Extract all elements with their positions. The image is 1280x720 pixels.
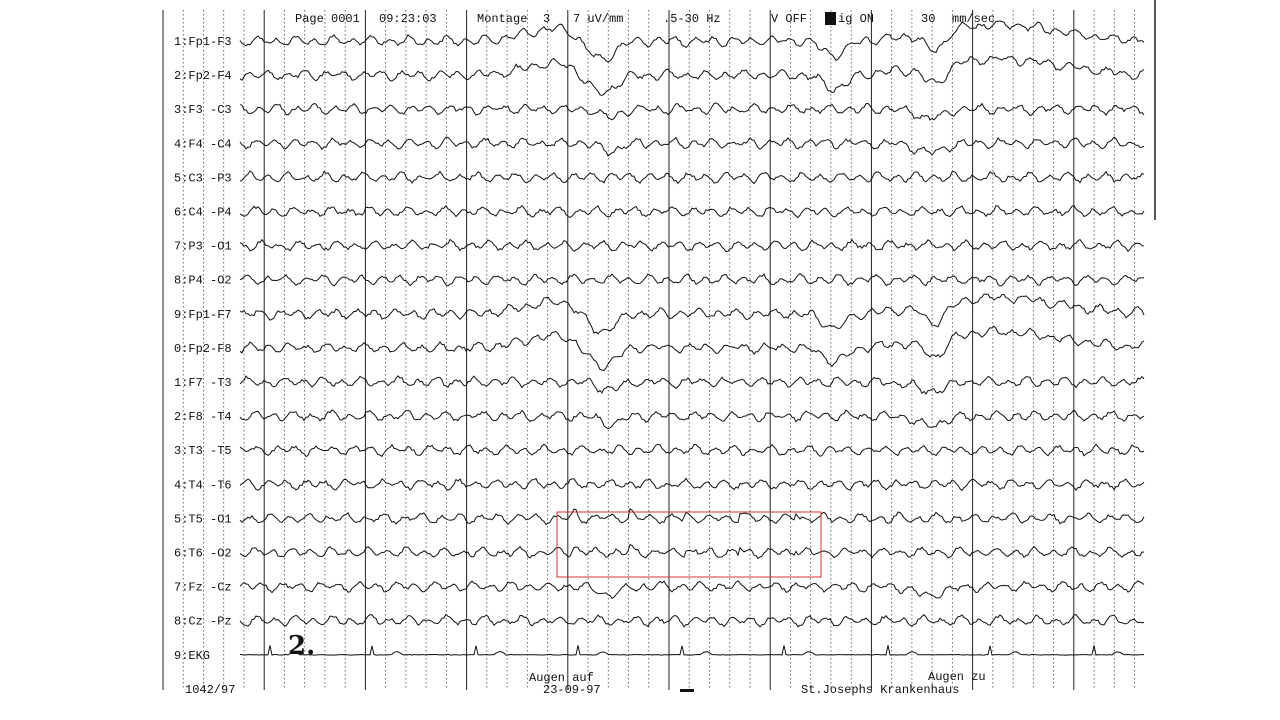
eeg-trace bbox=[239, 613, 1145, 628]
eeg-trace bbox=[239, 580, 1145, 599]
channel-label: 1:Fp1-F3 bbox=[174, 35, 232, 49]
speed-unit: mm/sec bbox=[952, 12, 995, 26]
marker-square bbox=[825, 12, 836, 25]
channel-label: 9:Fp1-F7 bbox=[174, 308, 232, 322]
eeg-trace bbox=[239, 325, 1145, 371]
montage-label: Montage bbox=[477, 12, 527, 26]
eeg-trace bbox=[239, 543, 1145, 560]
eeg-trace bbox=[239, 204, 1145, 219]
record-number: 1042/97 bbox=[185, 683, 235, 697]
eeg-trace bbox=[239, 55, 1145, 96]
event-closed: Augen zu bbox=[928, 670, 986, 684]
page-number: Page 0001 bbox=[295, 12, 360, 26]
eeg-trace bbox=[239, 20, 1145, 63]
channel-label: 3:T3 -T5 bbox=[174, 444, 232, 458]
channel-label: 3:F3 -C3 bbox=[174, 103, 232, 117]
hospital: St.Josephs Krankenhaus bbox=[801, 683, 959, 697]
time: 09:23:03 bbox=[379, 12, 437, 26]
eeg-trace bbox=[239, 238, 1145, 253]
channel-label: 8:P4 -O2 bbox=[174, 274, 232, 288]
filter: .5-30 Hz bbox=[663, 12, 721, 26]
channel-label: 2:Fp2-F4 bbox=[174, 69, 232, 83]
sensitivity: 7 uV/mm bbox=[573, 12, 623, 26]
date: 23-09-97 bbox=[543, 683, 601, 697]
channel-label: 2:F8 -T4 bbox=[174, 410, 232, 424]
channel-label: 4:T4 -T6 bbox=[174, 478, 232, 492]
channel-label: 6:C4 -P4 bbox=[174, 206, 232, 220]
channel-label: 8:Cz -Pz bbox=[174, 615, 232, 629]
channel-label: 5:C3 -P3 bbox=[174, 171, 232, 185]
speed: 30 bbox=[921, 12, 935, 26]
annotation: 2. bbox=[288, 631, 315, 661]
eeg-trace bbox=[239, 293, 1145, 335]
channel-label: 0:Fp2-F8 bbox=[174, 342, 232, 356]
highlight-box bbox=[556, 511, 822, 578]
montage: 3 bbox=[543, 12, 550, 26]
channel-label: 1:F7 -T3 bbox=[174, 376, 232, 390]
eeg-trace bbox=[239, 508, 1145, 526]
channel-label: 7:Fz -Cz bbox=[174, 581, 232, 595]
header: Page 0001 09:23:03 Montage 3 7 uV/mm .5-… bbox=[295, 12, 995, 26]
channel-label: 4:F4 -C4 bbox=[174, 137, 232, 151]
eeg-trace bbox=[239, 409, 1145, 430]
sig-setting: ig ON bbox=[838, 12, 874, 26]
channel-label: 7:P3 -O1 bbox=[174, 240, 232, 254]
traces bbox=[239, 20, 1145, 656]
channel-label: 5:T5 -O1 bbox=[174, 512, 232, 526]
eeg-trace bbox=[239, 375, 1145, 395]
eeg-trace bbox=[239, 272, 1145, 287]
eeg-trace bbox=[239, 136, 1145, 157]
eeg-trace bbox=[239, 102, 1145, 121]
channel-label: 6:T6 -O2 bbox=[174, 547, 232, 561]
channel-label: 9:EKG bbox=[174, 649, 210, 663]
eeg-trace bbox=[239, 170, 1145, 185]
eeg-trace bbox=[239, 645, 1144, 656]
event-open: Augen auf bbox=[529, 671, 594, 685]
eeg-trace bbox=[239, 443, 1145, 458]
channel-labels: 1:Fp1-F3 2:Fp2-F4 3:F3 -C3 4:F4 -C4 5:C3 -P3… bbox=[174, 35, 232, 663]
v-setting: V OFF bbox=[771, 12, 807, 26]
footer: 1042/97 Augen auf 23-09-97 St.Josephs Kr… bbox=[185, 670, 986, 697]
eeg-trace bbox=[239, 477, 1145, 492]
footer-mark bbox=[680, 689, 694, 692]
time-grid bbox=[162, 10, 1135, 690]
